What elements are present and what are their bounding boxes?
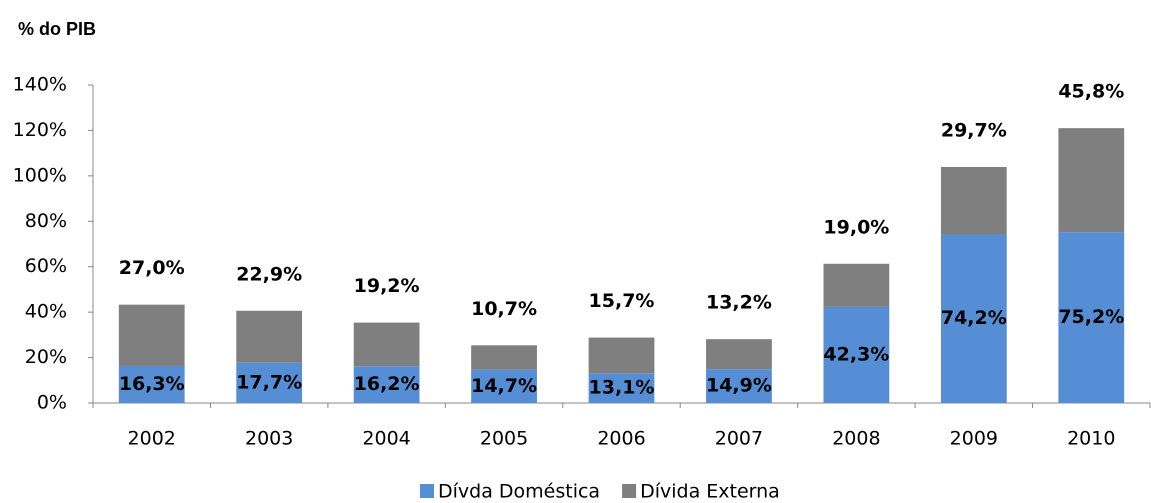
x-tick-label: 2003 bbox=[245, 428, 293, 450]
legend-label: Dívda Doméstica bbox=[438, 481, 600, 503]
data-label: 22,9% bbox=[236, 263, 302, 285]
bar-segment bbox=[588, 373, 655, 403]
y-tick-label: 80% bbox=[25, 210, 67, 232]
data-label: 19,2% bbox=[354, 275, 420, 297]
bar-segment bbox=[353, 366, 420, 403]
bar-segment bbox=[706, 339, 772, 370]
y-tick-label: 40% bbox=[25, 301, 67, 323]
bar-segment bbox=[1058, 128, 1125, 233]
data-label: 16,2% bbox=[354, 373, 420, 395]
data-label: 10,7% bbox=[471, 298, 537, 320]
x-tick-label: 2009 bbox=[950, 428, 998, 450]
x-tick-label: 2005 bbox=[480, 428, 528, 450]
bar-segment bbox=[940, 234, 1007, 403]
data-label: 15,7% bbox=[589, 290, 655, 312]
bar-segment bbox=[236, 310, 303, 363]
data-label: 14,9% bbox=[706, 375, 772, 397]
bar-segment bbox=[353, 322, 420, 367]
bar-segment bbox=[706, 369, 772, 403]
x-tick-label: 2008 bbox=[832, 428, 880, 450]
bar-segment bbox=[236, 362, 303, 403]
y-tick-label: 140% bbox=[13, 74, 67, 96]
legend-label: Dívida Externa bbox=[640, 481, 780, 503]
bar-segment bbox=[588, 337, 655, 374]
bar-segment bbox=[823, 263, 890, 307]
x-tick-label: 2006 bbox=[597, 428, 645, 450]
legend-swatch bbox=[622, 484, 637, 498]
legend-swatch bbox=[420, 484, 434, 498]
data-label: 42,3% bbox=[823, 343, 889, 365]
data-label: 29,7% bbox=[941, 119, 1007, 141]
bar-segment bbox=[118, 365, 185, 403]
y-tick-label: 120% bbox=[13, 119, 67, 141]
data-label: 17,7% bbox=[236, 371, 302, 393]
x-tick-label: 2002 bbox=[128, 428, 176, 450]
bar-segment bbox=[823, 306, 890, 403]
x-tick-label: 2007 bbox=[715, 428, 763, 450]
bar-segment bbox=[1058, 232, 1125, 403]
x-tick-label: 2010 bbox=[1067, 428, 1115, 450]
data-label: 14,7% bbox=[471, 375, 537, 397]
data-label: 13,1% bbox=[589, 377, 655, 399]
y-tick-label: 100% bbox=[13, 164, 67, 186]
data-label: 74,2% bbox=[941, 307, 1007, 329]
chart-title: % do PIB bbox=[18, 19, 96, 39]
bar-segment bbox=[118, 304, 185, 366]
data-label: 13,2% bbox=[706, 292, 772, 314]
bar-segment bbox=[471, 369, 537, 403]
data-label: 45,8% bbox=[1058, 81, 1124, 103]
data-label: 27,0% bbox=[119, 257, 185, 279]
x-tick-label: 2004 bbox=[362, 428, 410, 450]
data-label: 19,0% bbox=[823, 216, 889, 238]
data-label: 16,3% bbox=[119, 373, 185, 395]
y-tick-label: 60% bbox=[25, 255, 67, 277]
bar-segment bbox=[940, 166, 1007, 235]
bar-segment bbox=[471, 345, 537, 370]
y-tick-label: 0% bbox=[37, 392, 67, 414]
data-label: 75,2% bbox=[1058, 306, 1124, 328]
y-tick-label: 20% bbox=[25, 346, 67, 368]
